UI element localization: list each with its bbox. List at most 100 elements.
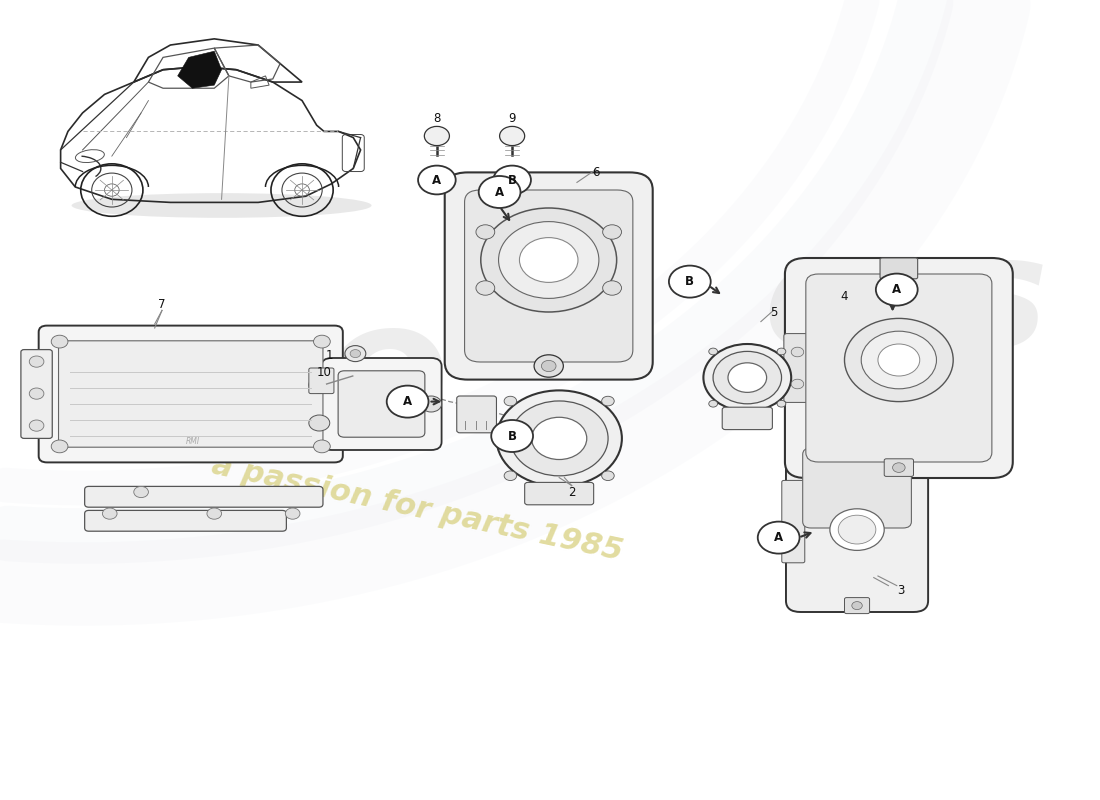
FancyBboxPatch shape xyxy=(525,482,594,505)
FancyBboxPatch shape xyxy=(880,258,917,279)
FancyBboxPatch shape xyxy=(884,458,913,476)
Circle shape xyxy=(496,390,622,486)
Circle shape xyxy=(481,208,617,312)
Circle shape xyxy=(309,415,330,431)
Circle shape xyxy=(602,471,614,481)
FancyBboxPatch shape xyxy=(456,396,496,433)
Circle shape xyxy=(669,266,711,298)
Circle shape xyxy=(876,274,917,306)
Circle shape xyxy=(829,509,884,550)
Text: A: A xyxy=(774,531,783,544)
Circle shape xyxy=(541,360,556,371)
Circle shape xyxy=(708,400,717,407)
Circle shape xyxy=(531,418,586,459)
Circle shape xyxy=(758,522,800,554)
Text: B: B xyxy=(685,275,694,288)
Circle shape xyxy=(838,515,876,544)
Circle shape xyxy=(52,335,68,348)
Text: 3: 3 xyxy=(898,584,904,597)
Circle shape xyxy=(309,377,330,393)
Circle shape xyxy=(102,508,117,519)
FancyBboxPatch shape xyxy=(785,258,1013,478)
FancyBboxPatch shape xyxy=(21,350,53,438)
Text: A: A xyxy=(403,395,412,408)
Circle shape xyxy=(728,363,767,392)
Circle shape xyxy=(603,225,622,239)
FancyBboxPatch shape xyxy=(845,598,870,614)
FancyBboxPatch shape xyxy=(464,190,632,362)
Circle shape xyxy=(703,344,791,411)
Circle shape xyxy=(510,401,608,476)
FancyBboxPatch shape xyxy=(840,426,873,446)
Circle shape xyxy=(791,379,804,389)
Circle shape xyxy=(892,462,905,472)
Circle shape xyxy=(602,396,614,406)
FancyBboxPatch shape xyxy=(803,448,912,528)
Text: a passion for parts 1985: a passion for parts 1985 xyxy=(209,450,626,566)
Text: B: B xyxy=(507,430,517,442)
Text: A: A xyxy=(495,186,504,198)
FancyBboxPatch shape xyxy=(782,480,805,563)
FancyBboxPatch shape xyxy=(39,326,343,462)
Text: 2: 2 xyxy=(568,486,575,498)
FancyBboxPatch shape xyxy=(786,431,928,612)
FancyBboxPatch shape xyxy=(85,510,286,531)
Circle shape xyxy=(504,396,517,406)
FancyBboxPatch shape xyxy=(723,407,772,430)
Circle shape xyxy=(791,347,804,357)
Text: 1: 1 xyxy=(326,350,333,362)
Text: A: A xyxy=(432,174,441,186)
Circle shape xyxy=(350,350,361,358)
Circle shape xyxy=(499,126,525,146)
Text: RMI: RMI xyxy=(186,437,200,446)
FancyBboxPatch shape xyxy=(784,334,811,402)
Circle shape xyxy=(603,281,622,295)
Circle shape xyxy=(777,348,785,355)
FancyBboxPatch shape xyxy=(806,274,992,462)
Circle shape xyxy=(207,508,221,519)
Circle shape xyxy=(777,400,785,407)
Text: 6: 6 xyxy=(592,166,600,178)
Circle shape xyxy=(851,602,862,610)
Circle shape xyxy=(845,318,954,402)
Circle shape xyxy=(476,281,495,295)
FancyBboxPatch shape xyxy=(321,358,441,450)
Text: 10: 10 xyxy=(317,366,331,378)
Text: 4: 4 xyxy=(840,290,848,302)
Circle shape xyxy=(420,396,441,412)
Circle shape xyxy=(535,354,563,378)
Circle shape xyxy=(314,440,330,453)
Text: A: A xyxy=(892,283,901,296)
Circle shape xyxy=(492,420,534,452)
Circle shape xyxy=(314,335,330,348)
Text: 5: 5 xyxy=(770,306,777,318)
FancyBboxPatch shape xyxy=(444,172,652,380)
Circle shape xyxy=(504,471,517,481)
Text: B: B xyxy=(507,174,517,186)
Circle shape xyxy=(476,225,495,239)
Text: eurO: eurO xyxy=(32,326,449,474)
Circle shape xyxy=(708,348,717,355)
Circle shape xyxy=(878,344,920,376)
Circle shape xyxy=(713,351,781,404)
Circle shape xyxy=(30,420,44,431)
Text: 8: 8 xyxy=(433,112,441,125)
Circle shape xyxy=(30,356,44,367)
FancyBboxPatch shape xyxy=(309,368,334,394)
Circle shape xyxy=(498,222,598,298)
Circle shape xyxy=(478,176,520,208)
Circle shape xyxy=(52,440,68,453)
Circle shape xyxy=(418,166,455,194)
Circle shape xyxy=(861,331,936,389)
Text: 7: 7 xyxy=(158,298,166,310)
Circle shape xyxy=(425,126,450,146)
Circle shape xyxy=(493,166,531,194)
FancyBboxPatch shape xyxy=(85,486,323,507)
Circle shape xyxy=(134,486,148,498)
Circle shape xyxy=(285,508,300,519)
Circle shape xyxy=(30,388,44,399)
Circle shape xyxy=(519,238,578,282)
FancyBboxPatch shape xyxy=(338,371,425,437)
Text: 9: 9 xyxy=(508,112,516,125)
FancyBboxPatch shape xyxy=(58,341,323,447)
